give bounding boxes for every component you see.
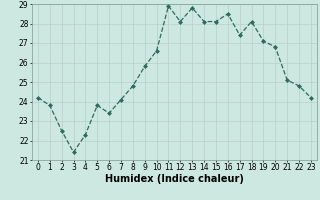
- X-axis label: Humidex (Indice chaleur): Humidex (Indice chaleur): [105, 174, 244, 184]
